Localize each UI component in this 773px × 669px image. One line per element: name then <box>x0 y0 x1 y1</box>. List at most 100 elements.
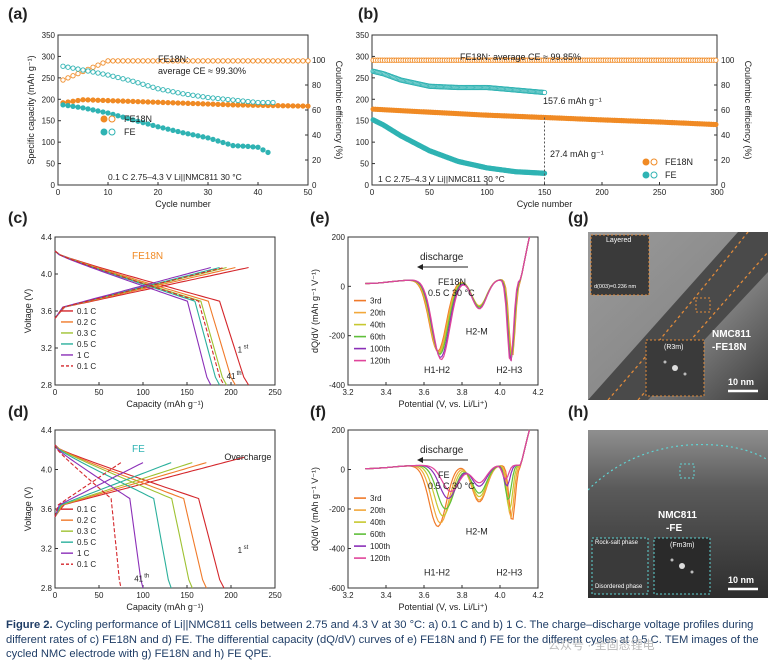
data-point-fe18n-capacity <box>225 102 231 108</box>
annotation-c2: 27.4 mAh g⁻¹ <box>550 149 604 159</box>
discharge-curve <box>54 444 193 589</box>
panel-label-e: (e) <box>310 210 330 227</box>
data-point-fe18n-capacity <box>155 99 161 105</box>
tem-image-h: NMC811 -FE Rock-salt phase Disordered ph… <box>588 430 768 598</box>
x-axis-label: Cycle number <box>155 199 211 209</box>
data-point-fe-capacity <box>95 108 101 114</box>
data-point-fe18n-capacity <box>110 98 116 104</box>
panel-label-g: (g) <box>568 210 589 227</box>
data-point-fe18n-capacity <box>210 101 216 107</box>
data-point-fe-ce <box>245 98 251 105</box>
data-point-fe18n-capacity <box>275 102 281 109</box>
annotation-rate: 0.5 C 30 °C <box>428 481 475 491</box>
legend-label: 0.2 C <box>77 318 96 327</box>
data-point-fe18n-capacity <box>295 103 301 109</box>
y-axis-label: Voltage (V) <box>23 289 33 334</box>
y-tick-label: 250 <box>356 74 370 83</box>
data-point-fe-capacity <box>220 139 226 146</box>
y-tick-label: 2.8 <box>41 381 53 390</box>
data-point-fe-capacity <box>165 126 171 132</box>
tem-g-scale: 10 nm <box>728 377 755 387</box>
data-point-fe18n-ce <box>180 58 186 64</box>
data-point-fe-ce <box>80 67 86 73</box>
annotation-last-sup: th <box>237 371 242 377</box>
watermark: 公众号 · 全固态锂电 <box>548 638 655 652</box>
legend-label: 1 C <box>77 549 90 558</box>
data-point-fe-capacity <box>230 142 236 149</box>
tem-g-sample: NMC811 <box>712 329 751 340</box>
annotation-conditions: 0.1 C 2.75–4.3 V Li||NMC811 30 °C <box>108 172 242 182</box>
x-tick-label: 0 <box>53 388 58 397</box>
y2-axis-label: Coulombic efficiency (%) <box>743 61 753 160</box>
data-point-fe18n-capacity <box>125 98 131 104</box>
data-point-fe-capacity <box>120 114 126 120</box>
data-point-fe18n-ce <box>255 58 261 64</box>
data-point-fe18n-ce <box>240 58 246 64</box>
x-tick-label: 100 <box>480 188 494 197</box>
tem-h-sample2: -FE <box>666 523 683 534</box>
x-axis-label: Potential (V, vs. Li/Li⁺) <box>399 602 488 612</box>
legend-marker-fe <box>642 171 650 179</box>
data-point-fe-ce <box>135 80 141 86</box>
tem-h-sample: NMC811 <box>658 510 697 521</box>
y-tick-label: 150 <box>42 117 56 126</box>
data-point-fe18n-capacity <box>115 98 121 104</box>
data-point-fe-capacity <box>265 149 271 156</box>
y2-tick-label: 100 <box>721 56 735 65</box>
data-point-fe-ce <box>185 91 191 98</box>
legend-marker-fe18n <box>642 158 650 166</box>
y-tick-label: -400 <box>329 545 346 554</box>
data-point-fe-capacity <box>75 104 81 110</box>
data-point-fe-ce <box>60 63 66 69</box>
data-point-fe18n-ce <box>130 58 136 64</box>
data-point-fe-ce <box>115 74 121 81</box>
charge-curve <box>54 462 207 518</box>
data-point-fe18n-ce <box>265 58 271 64</box>
dqdv-curve <box>365 429 530 493</box>
figure-caption: Figure 2. Cycling performance of Li||NMC… <box>6 618 766 662</box>
data-point-fe-capacity <box>240 143 246 149</box>
x-tick-label: 150 <box>180 388 194 397</box>
data-point-fe18n-capacity <box>235 102 241 108</box>
data-point-fe18n-ce <box>175 58 181 64</box>
data-point-fe-capacity <box>100 109 106 115</box>
data-point-fe-ce <box>225 96 231 103</box>
y-tick-label: 4.0 <box>41 466 53 475</box>
legend-marker-fe <box>100 128 108 136</box>
data-point-fe18n-capacity <box>150 99 156 105</box>
data-point-fe18n-ce <box>75 70 81 77</box>
data-point-fe-capacity <box>245 143 251 150</box>
legend-label: 100th <box>370 345 390 354</box>
tem-g-inset-fft: (R3m) <box>664 344 684 351</box>
annotation-last: 41 <box>227 372 236 381</box>
y-axis-label: dQ/dV (mAh g⁻¹ V⁻¹) <box>310 269 320 353</box>
data-point-fe-ce <box>145 83 151 89</box>
legend-label-fe18n: FE18N <box>124 114 152 124</box>
data-point-fe18n-ce <box>155 58 161 64</box>
data-point-fe-capacity <box>65 102 71 109</box>
y-tick-label: 200 <box>332 233 346 242</box>
annotation-overcharge: Overcharge <box>224 452 271 462</box>
y-tick-label: 4.4 <box>41 233 53 242</box>
data-point-fe18n-capacity <box>140 99 146 105</box>
y-tick-label: 100 <box>356 138 370 147</box>
y2-tick-label: 60 <box>312 106 321 115</box>
data-point-fe18n-capacity <box>280 103 286 109</box>
panel-label-d: (d) <box>8 404 29 421</box>
x-tick-label: 10 <box>104 188 113 197</box>
data-point-fe-capacity <box>105 110 111 116</box>
legend-label: 0.2 C <box>77 516 96 525</box>
data-point-fe18n-ce <box>90 64 96 70</box>
data-point-fe18n-capacity <box>145 99 151 105</box>
data-point-fe18n-capacity <box>180 100 186 106</box>
data-point-fe-ce <box>90 69 96 75</box>
data-point-fe18n-capacity <box>95 97 101 103</box>
tem-g-sample2: -FE18N <box>712 342 747 353</box>
data-point-fe-ce <box>120 76 126 82</box>
legend-label: 20th <box>370 506 386 515</box>
data-point-fe18n-ce <box>65 75 71 81</box>
data-point-fe-capacity <box>160 125 166 131</box>
y-tick-label: 350 <box>42 31 56 40</box>
data-point-fe18n-capacity <box>215 101 221 107</box>
legend-label: 0.5 C <box>77 538 96 547</box>
